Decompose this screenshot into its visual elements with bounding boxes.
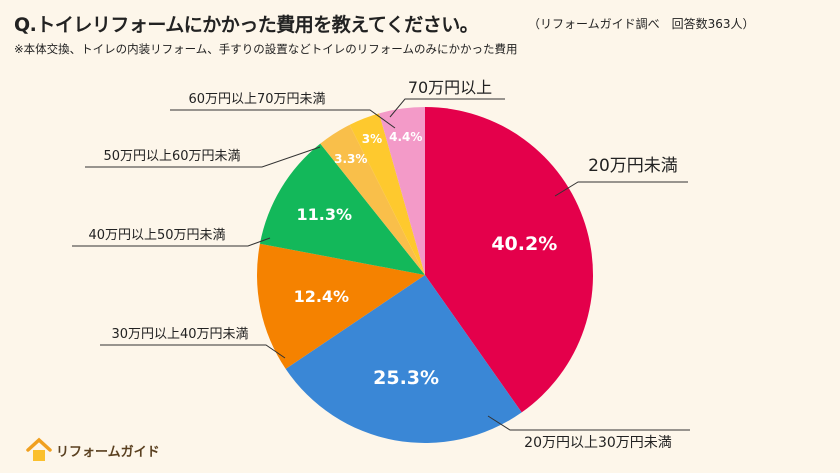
data-label: 3% (362, 132, 382, 146)
logo-text: リフォームガイド (56, 444, 160, 460)
data-label: 12.4% (294, 287, 350, 306)
pie-slice (259, 143, 425, 275)
leader-line (85, 146, 321, 168)
leader-line (170, 109, 396, 129)
leader-line (72, 237, 271, 247)
data-label: 11.3% (297, 205, 353, 224)
category-label: 40万円以上50万円未満 (88, 228, 225, 243)
logo: リフォームガイド (26, 437, 160, 463)
pie-slice (285, 275, 522, 444)
category-label: 30万円以上40万円未満 (111, 327, 248, 342)
leader-line (487, 415, 690, 431)
pie-slice (320, 124, 425, 275)
leader-line (100, 344, 286, 359)
footnote: ※本体交換、トイレの内装リフォーム、手すりの設置などトイレのリフォームのみにかか… (14, 42, 518, 56)
page-title: Q.トイレリフォームにかかった費用を教えてください。 (14, 14, 479, 36)
pie-slice (256, 243, 425, 369)
category-label: 20万円以上30万円未満 (524, 435, 672, 451)
leader-line (554, 181, 688, 197)
pie-slice (425, 107, 594, 413)
pie-slice (379, 107, 425, 275)
data-label: 3.3% (334, 152, 367, 166)
category-label: 50万円以上60万円未満 (103, 149, 240, 164)
data-label: 40.2% (491, 233, 557, 255)
pie-slice (349, 113, 425, 275)
source-note: （リフォームガイド調べ 回答数363人） (528, 17, 755, 31)
data-label: 4.4% (389, 130, 422, 144)
category-label: 20万円未満 (588, 156, 678, 176)
data-label: 25.3% (373, 367, 439, 389)
house-icon (26, 437, 52, 461)
leader-line (389, 98, 505, 118)
category-label: 70万円以上 (408, 78, 492, 97)
category-label: 60万円以上70万円未満 (188, 92, 325, 107)
